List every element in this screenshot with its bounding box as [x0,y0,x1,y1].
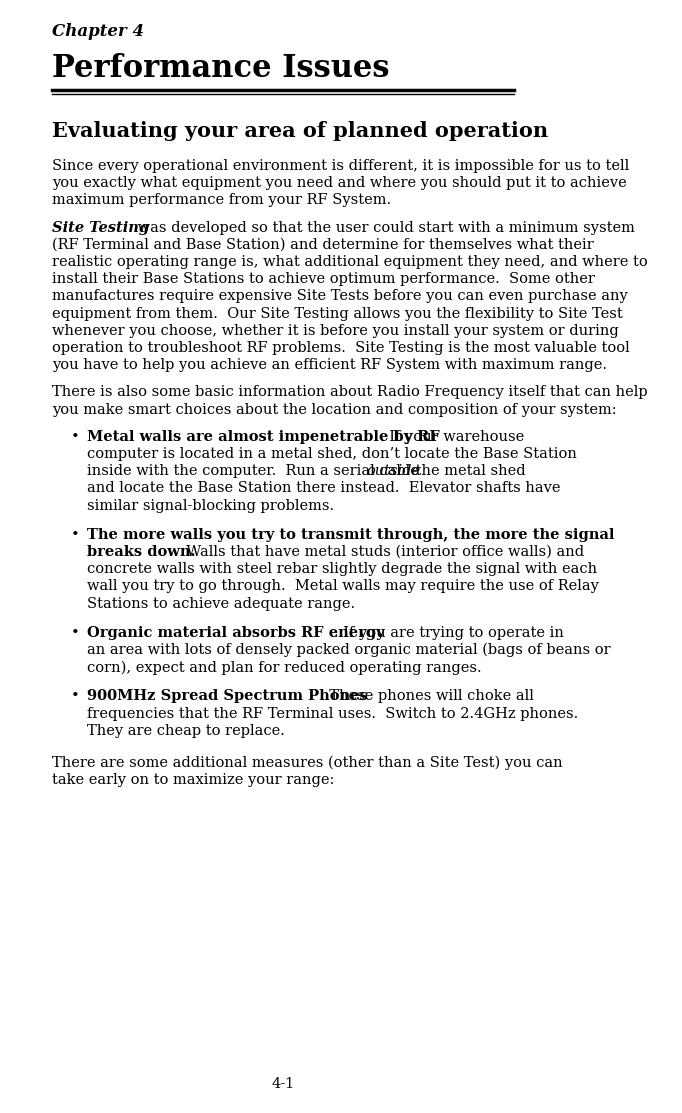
Text: take early on to maximize your range:: take early on to maximize your range: [53,774,335,787]
Text: Walls that have metal studs (interior office walls) and: Walls that have metal studs (interior of… [177,545,584,559]
Text: . If your warehouse: . If your warehouse [380,430,524,444]
Text: They are cheap to replace.: They are cheap to replace. [87,723,285,738]
Text: There is also some basic information about Radio Frequency itself that can help: There is also some basic information abo… [53,385,648,400]
Text: equipment from them.  Our Site Testing allows you the flexibility to Site Test: equipment from them. Our Site Testing al… [53,306,623,321]
Text: outside: outside [366,464,421,479]
Text: 4-1: 4-1 [271,1077,295,1091]
Text: Stations to achieve adequate range.: Stations to achieve adequate range. [87,597,355,611]
Text: similar signal-blocking problems.: similar signal-blocking problems. [87,499,334,513]
Text: you have to help you achieve an efficient RF System with maximum range.: you have to help you achieve an efficien… [53,358,607,372]
Text: Site Testing: Site Testing [53,220,149,235]
Text: an area with lots of densely packed organic material (bags of beans or: an area with lots of densely packed orga… [87,643,611,658]
Text: Evaluating your area of planned operation: Evaluating your area of planned operatio… [53,121,548,141]
Text: . If you are trying to operate in: . If you are trying to operate in [334,626,564,640]
Text: Performance Issues: Performance Issues [53,53,390,83]
Text: (RF Terminal and Base Station) and determine for themselves what their: (RF Terminal and Base Station) and deter… [53,238,594,252]
Text: •: • [70,430,79,444]
Text: concrete walls with steel rebar slightly degrade the signal with each: concrete walls with steel rebar slightly… [87,562,597,577]
Text: corn), expect and plan for reduced operating ranges.: corn), expect and plan for reduced opera… [87,660,481,674]
Text: you exactly what equipment you need and where you should put it to achieve: you exactly what equipment you need and … [53,176,627,190]
Text: frequencies that the RF Terminal uses.  Switch to 2.4GHz phones.: frequencies that the RF Terminal uses. S… [87,707,578,720]
Text: install their Base Stations to achieve optimum performance.  Some other: install their Base Stations to achieve o… [53,273,595,286]
Text: •: • [70,689,79,703]
Text: There are some additional measures (other than a Site Test) you can: There are some additional measures (othe… [53,756,563,770]
Text: inside with the computer.  Run a serial cable: inside with the computer. Run a serial c… [87,464,424,479]
Text: The more walls you try to transmit through, the more the signal: The more walls you try to transmit throu… [87,528,614,542]
Text: whenever you choose, whether it is before you install your system or during: whenever you choose, whether it is befor… [53,324,619,338]
Text: . These phones will choke all: . These phones will choke all [320,689,534,703]
Text: maximum performance from your RF System.: maximum performance from your RF System. [53,194,391,207]
Text: Metal walls are almost impenetrable by RF: Metal walls are almost impenetrable by R… [87,430,440,444]
Text: realistic operating range is, what additional equipment they need, and where to: realistic operating range is, what addit… [53,255,648,269]
Text: was developed so that the user could start with a minimum system: was developed so that the user could sta… [133,220,635,235]
Text: 900MHz Spread Spectrum Phones: 900MHz Spread Spectrum Phones [87,689,368,703]
Text: you make smart choices about the location and composition of your system:: you make smart choices about the locatio… [53,403,617,416]
Text: Chapter 4: Chapter 4 [53,23,145,40]
Text: computer is located in a metal shed, don’t locate the Base Station: computer is located in a metal shed, don… [87,447,577,461]
Text: Since every operational environment is different, it is impossible for us to tel: Since every operational environment is d… [53,159,629,173]
Text: wall you try to go through.  Metal walls may require the use of Relay: wall you try to go through. Metal walls … [87,580,599,593]
Text: manufactures require expensive Site Tests before you can even purchase any: manufactures require expensive Site Test… [53,289,628,304]
Text: •: • [70,626,79,640]
Text: •: • [70,528,79,542]
Text: the metal shed: the metal shed [411,464,526,479]
Text: breaks down.: breaks down. [87,545,196,559]
Text: operation to troubleshoot RF problems.  Site Testing is the most valuable tool: operation to troubleshoot RF problems. S… [53,341,630,355]
Text: Organic material absorbs RF energy: Organic material absorbs RF energy [87,626,385,640]
Text: and locate the Base Station there instead.  Elevator shafts have: and locate the Base Station there instea… [87,482,561,495]
